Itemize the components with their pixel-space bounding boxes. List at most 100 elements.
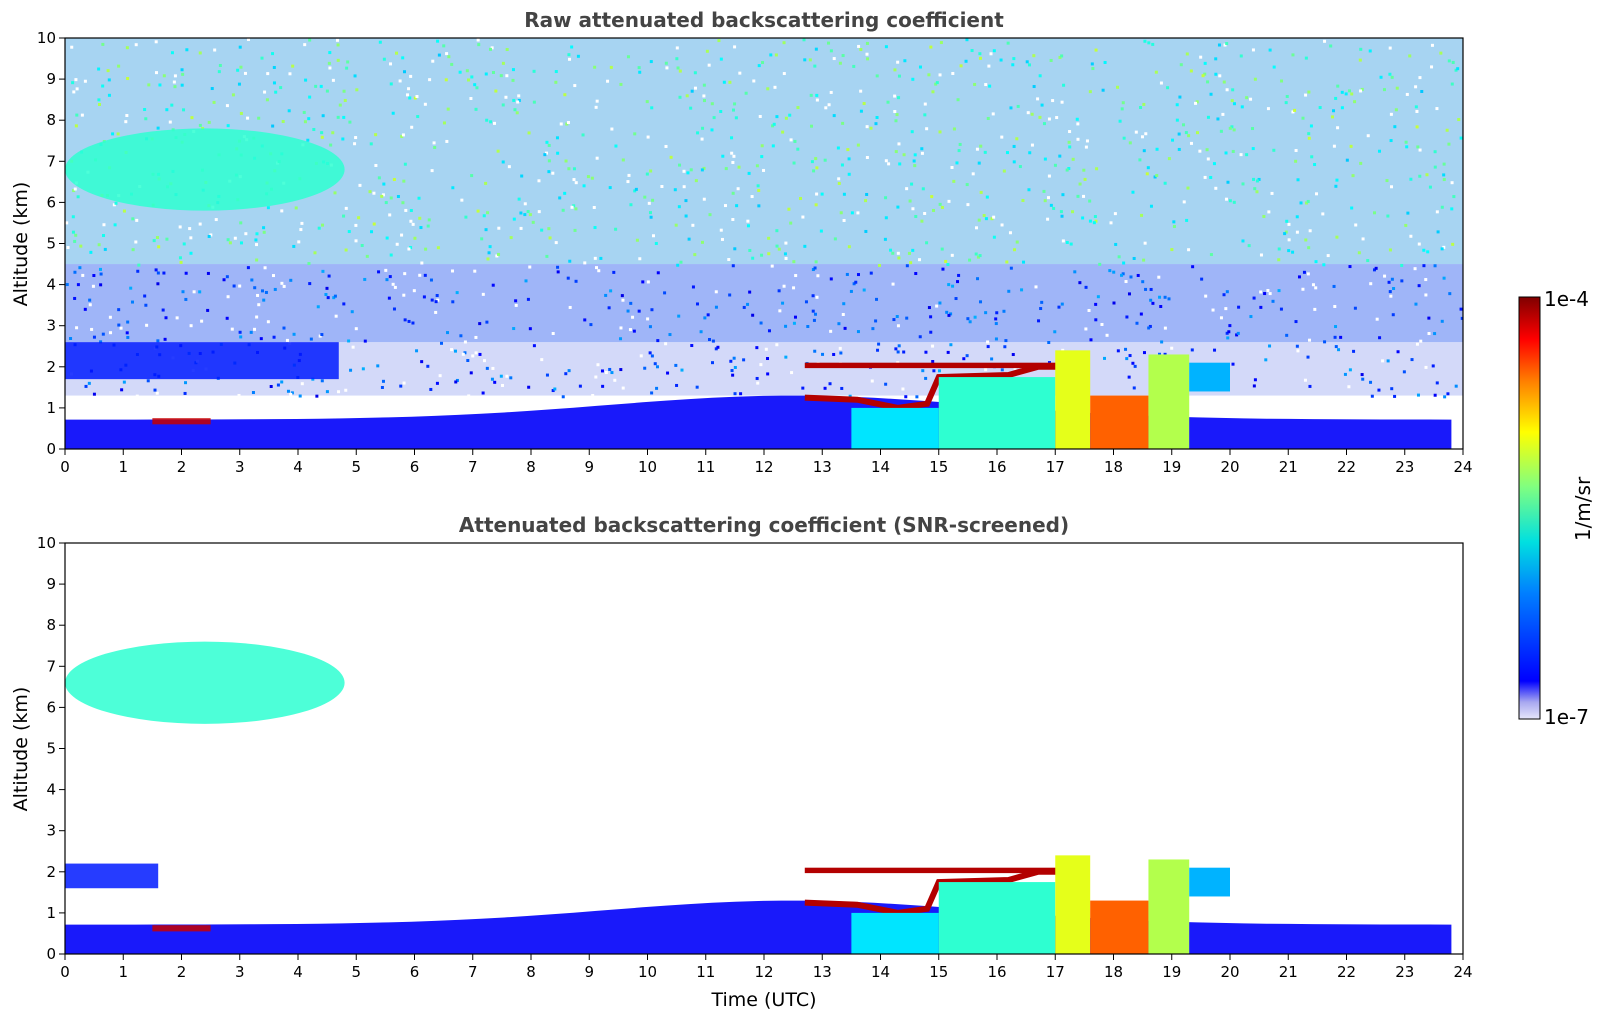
x-tick-label: 22 (1337, 458, 1356, 476)
y-tick-label: 2 (46, 863, 56, 881)
top-feature-cloud-top (804, 362, 1067, 369)
x-tick-label: 9 (584, 458, 594, 476)
bottom-y-axis-label: Altitude (km) (10, 687, 32, 812)
x-tick-label: 24 (1453, 458, 1472, 476)
top-chart-title: Raw attenuated backscattering coefficien… (524, 8, 1004, 32)
y-tick-label: 6 (46, 698, 56, 716)
x-tick-label: 20 (1220, 458, 1239, 476)
y-tick-label: 7 (46, 152, 56, 170)
x-tick-label: 11 (696, 458, 715, 476)
top-y-axis: 0 1 2 3 4 5 6 7 8 9 10 (37, 29, 65, 458)
colorbar: 1e-4 1e-7 1/m/sr (1518, 287, 1595, 729)
bottom-panel: Attenuated backscattering coefficient (S… (10, 513, 1473, 1011)
colorbar-max-label: 1e-4 (1544, 287, 1589, 311)
x-tick-label: 3 (235, 963, 245, 981)
x-tick-label: 10 (638, 458, 657, 476)
x-tick-label: 4 (293, 458, 303, 476)
bottom-chart-title: Attenuated backscattering coefficient (S… (459, 513, 1069, 537)
top-panel: Raw attenuated backscattering coefficien… (10, 8, 1473, 476)
y-tick-label: 5 (46, 235, 56, 253)
x-tick-label: 0 (60, 458, 70, 476)
y-tick-label: 2 (46, 358, 56, 376)
x-tick-label: 1 (118, 458, 128, 476)
bottom-x-axis-label: Time (UTC) (710, 989, 816, 1011)
x-tick-label: 11 (696, 963, 715, 981)
x-tick-label: 15 (929, 963, 948, 981)
y-tick-label: 0 (46, 440, 56, 458)
x-tick-label: 21 (1279, 963, 1298, 981)
x-tick-label: 22 (1337, 963, 1356, 981)
x-tick-label: 17 (1046, 963, 1065, 981)
x-tick-label: 18 (1104, 458, 1123, 476)
bottom-plot-area (65, 543, 1463, 954)
y-tick-label: 6 (46, 193, 56, 211)
top-noise-speckle (65, 38, 1463, 399)
y-tick-label: 1 (46, 904, 56, 922)
x-tick-label: 10 (638, 963, 657, 981)
x-tick-label: 12 (754, 458, 773, 476)
x-tick-label: 23 (1395, 458, 1414, 476)
top-y-axis-label: Altitude (km) (10, 182, 32, 307)
top-feature-convective-cloud (851, 350, 1230, 449)
bottom-feature-cirrus (65, 641, 345, 724)
bottom-feature-aerosol-layer (65, 863, 159, 889)
top-feature-aerosol-layer (65, 342, 339, 380)
y-tick-label: 3 (46, 822, 56, 840)
x-tick-label: 19 (1162, 458, 1181, 476)
x-tick-label: 7 (468, 963, 478, 981)
y-tick-label: 7 (46, 657, 56, 675)
y-tick-label: 4 (46, 781, 56, 799)
x-tick-label: 5 (351, 963, 361, 981)
x-tick-label: 18 (1104, 963, 1123, 981)
x-tick-label: 23 (1395, 963, 1414, 981)
x-tick-label: 16 (987, 963, 1006, 981)
x-tick-label: 8 (526, 458, 536, 476)
y-tick-label: 4 (46, 276, 56, 294)
x-tick-label: 13 (813, 963, 832, 981)
x-tick-label: 15 (929, 458, 948, 476)
x-tick-label: 12 (754, 963, 773, 981)
colorbar-min-label: 1e-7 (1544, 705, 1589, 729)
x-tick-label: 6 (410, 458, 420, 476)
x-tick-label: 9 (584, 963, 594, 981)
bottom-feature-cloud-base (152, 925, 211, 932)
x-tick-label: 19 (1162, 963, 1181, 981)
top-x-axis: 0 1 2 3 4 5 6 7 8 9 10 11 12 13 14 15 16 17 18 19 20 21 22 23 24 (60, 449, 1473, 476)
y-tick-label: 9 (46, 70, 56, 88)
y-tick-label: 10 (37, 29, 56, 47)
top-feature-cloud-base (152, 418, 211, 425)
top-noise-stratum (65, 264, 1463, 343)
x-tick-label: 20 (1220, 963, 1239, 981)
x-tick-label: 2 (177, 458, 187, 476)
x-tick-label: 3 (235, 458, 245, 476)
x-tick-label: 4 (293, 963, 303, 981)
bottom-x-axis: 0 1 2 3 4 5 6 7 8 9 10 11 12 13 14 15 16 17 18 19 20 21 22 23 24 (60, 954, 1473, 981)
x-tick-label: 6 (410, 963, 420, 981)
x-tick-label: 2 (177, 963, 187, 981)
bottom-y-axis: 0 1 2 3 4 5 6 7 8 9 10 (37, 534, 65, 963)
x-tick-label: 14 (871, 458, 890, 476)
x-tick-label: 1 (118, 963, 128, 981)
x-tick-label: 5 (351, 458, 361, 476)
colorbar-gradient (1518, 296, 1541, 720)
bottom-feature-convective-cloud (851, 855, 1230, 954)
bottom-heatmap (65, 641, 1452, 954)
colorbar-units-label: 1/m/sr (1571, 476, 1595, 541)
y-tick-label: 3 (46, 317, 56, 335)
x-tick-label: 17 (1046, 458, 1065, 476)
x-tick-label: 13 (813, 458, 832, 476)
x-tick-label: 8 (526, 963, 536, 981)
x-tick-label: 16 (987, 458, 1006, 476)
bottom-feature-cloud-top (804, 867, 1067, 874)
y-tick-label: 9 (46, 575, 56, 593)
x-tick-label: 7 (468, 458, 478, 476)
y-tick-label: 10 (37, 534, 56, 552)
y-tick-label: 8 (46, 111, 56, 129)
x-tick-label: 0 (60, 963, 70, 981)
bottom-cloud-top-edge (804, 868, 1067, 916)
top-heatmap (65, 38, 1463, 449)
top-feature-cirrus (65, 128, 345, 211)
top-cloud-top-edge (804, 363, 1067, 411)
y-tick-label: 1 (46, 399, 56, 417)
